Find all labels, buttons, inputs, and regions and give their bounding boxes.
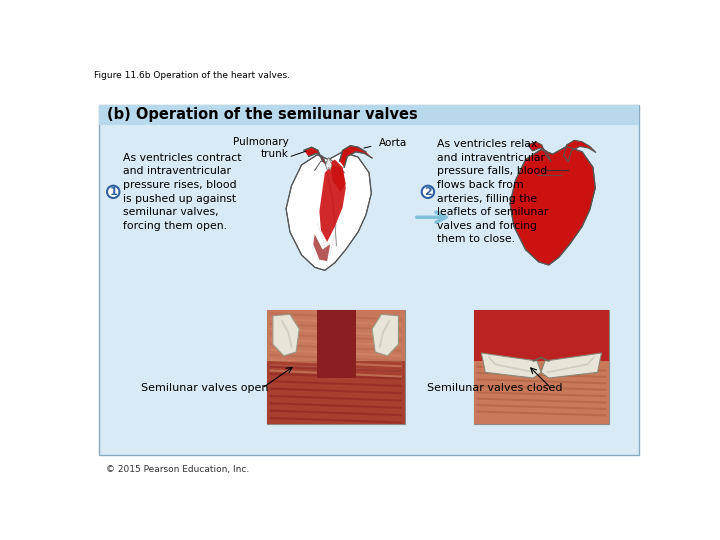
Text: (b) Operation of the semilunar valves: (b) Operation of the semilunar valves (107, 107, 418, 123)
Text: As ventricles relax
and intraventricular
pressure falls, blood
flows back from
a: As ventricles relax and intraventricular… (437, 139, 549, 245)
Polygon shape (541, 353, 601, 378)
Polygon shape (304, 147, 327, 167)
Polygon shape (313, 234, 330, 261)
Polygon shape (564, 140, 596, 162)
Polygon shape (330, 159, 346, 192)
Bar (266, 309, 405, 373)
Circle shape (107, 186, 120, 198)
Polygon shape (286, 152, 372, 271)
FancyBboxPatch shape (266, 309, 405, 423)
Bar (474, 361, 609, 423)
Bar (474, 309, 609, 361)
Polygon shape (528, 142, 551, 162)
Polygon shape (510, 146, 595, 265)
FancyArrowPatch shape (417, 212, 446, 222)
Circle shape (422, 186, 434, 198)
Bar (266, 309, 405, 310)
Polygon shape (325, 157, 332, 170)
Bar (266, 361, 405, 423)
Text: Figure 11.6b Operation of the heart valves.: Figure 11.6b Operation of the heart valv… (94, 71, 290, 80)
Text: As ventricles contract
and intraventricular
pressure rises, blood
is pushed up a: As ventricles contract and intraventricu… (122, 153, 241, 231)
Polygon shape (273, 314, 300, 356)
Polygon shape (340, 146, 372, 167)
Text: 2: 2 (424, 187, 432, 197)
FancyBboxPatch shape (99, 105, 639, 455)
Polygon shape (372, 314, 398, 356)
Text: Pulmonary
trunk: Pulmonary trunk (233, 137, 289, 159)
Polygon shape (320, 165, 346, 242)
Text: Semilunar valves closed: Semilunar valves closed (427, 383, 562, 393)
Bar (99, 105, 639, 125)
Polygon shape (482, 353, 541, 378)
Text: © 2015 Pearson Education, Inc.: © 2015 Pearson Education, Inc. (106, 464, 248, 474)
Text: Semilunar valves open: Semilunar valves open (141, 383, 269, 393)
Bar (317, 309, 356, 378)
FancyBboxPatch shape (474, 309, 609, 423)
Text: Aorta: Aorta (379, 138, 408, 149)
Text: 1: 1 (109, 187, 117, 197)
